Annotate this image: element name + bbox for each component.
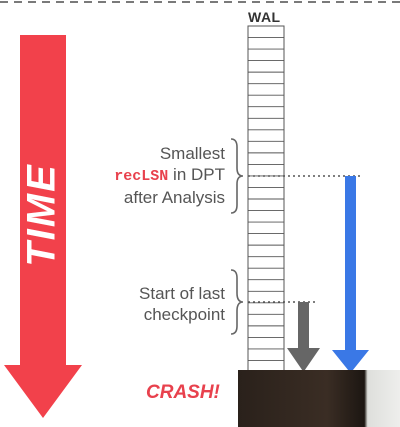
reclsn-caption-line-3: after Analysis bbox=[123, 188, 225, 207]
reclsn-brace bbox=[230, 138, 244, 214]
time-arrow bbox=[4, 35, 82, 418]
wal-log bbox=[247, 25, 285, 373]
reclsn-caption-line-2: recLSN in DPT bbox=[114, 164, 225, 187]
time-label: TIME bbox=[19, 163, 64, 267]
wal-title: WAL bbox=[248, 9, 281, 25]
checkpoint-caption-line-2: checkpoint bbox=[143, 305, 225, 324]
checkpoint-caption: Start of last checkpoint bbox=[139, 283, 225, 325]
checkpoint-brace bbox=[230, 269, 244, 335]
reclsn-code-token: recLSN bbox=[114, 168, 169, 185]
crash-photo-strip bbox=[238, 370, 400, 427]
reclsn-caption-line-1: Smallest bbox=[159, 144, 225, 163]
reclsn-caption: Smallest recLSN in DPT after Analysis bbox=[114, 143, 225, 208]
crash-label: CRASH! bbox=[146, 382, 220, 403]
checkpoint-caption-line-1: Start of last bbox=[139, 284, 225, 303]
reclsn-arrow bbox=[332, 176, 369, 373]
checkpoint-arrow bbox=[287, 302, 320, 372]
reclsn-caption-line-2-rest: in DPT bbox=[168, 165, 225, 184]
